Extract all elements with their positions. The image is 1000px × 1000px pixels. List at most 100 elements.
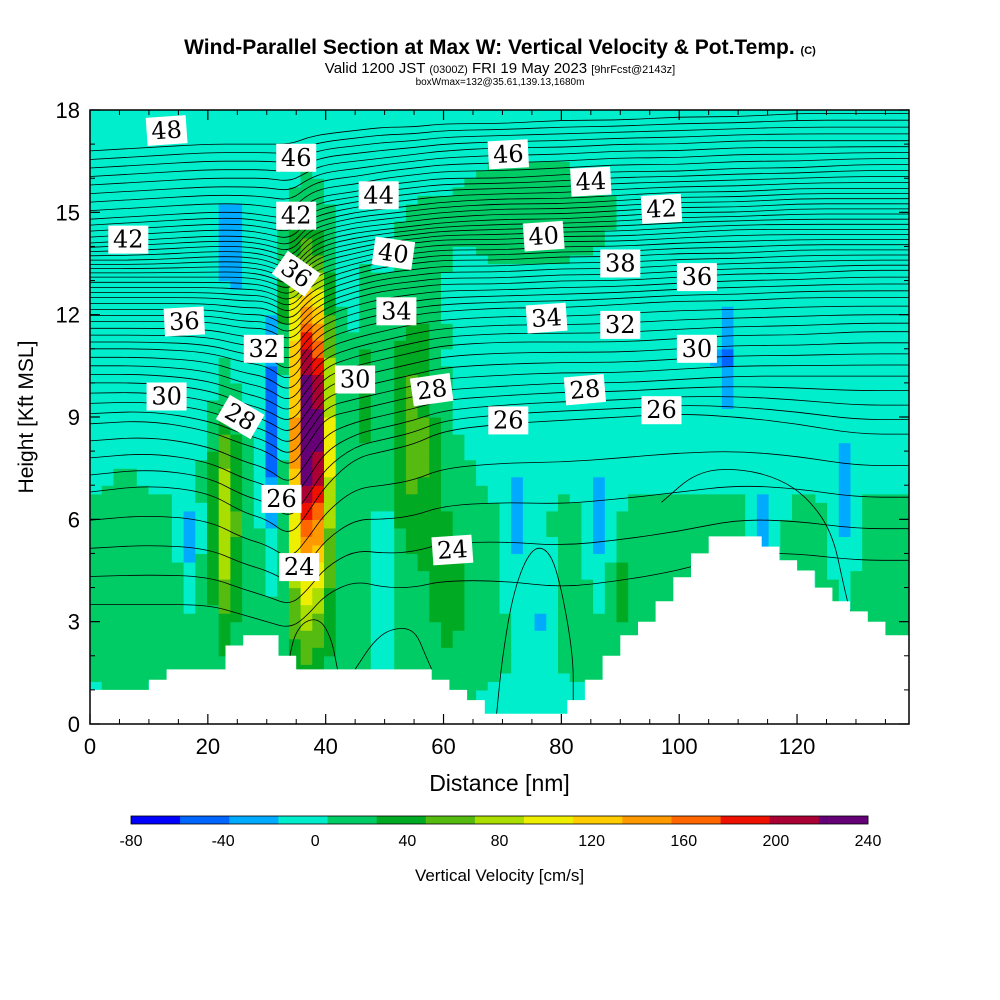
velocity-cell [546, 348, 559, 358]
velocity-cell [675, 502, 688, 512]
velocity-cell [522, 118, 536, 128]
velocity-cell [265, 544, 278, 555]
velocity-cell [370, 451, 384, 461]
velocity-cell [850, 246, 863, 256]
velocity-cell [405, 476, 419, 486]
velocity-cell [417, 493, 430, 503]
velocity-cell [171, 451, 185, 461]
velocity-cell [253, 263, 267, 273]
velocity-cell [125, 604, 138, 614]
velocity-cell [698, 519, 711, 529]
velocity-cell [639, 357, 653, 367]
velocity-cell [616, 442, 629, 452]
velocity-cell [803, 374, 816, 384]
velocity-cell [873, 604, 887, 614]
velocity-cell [347, 212, 360, 222]
velocity-cell [780, 331, 793, 341]
velocity-cell [558, 553, 571, 563]
velocity-cell [218, 459, 231, 469]
velocity-cell [639, 314, 653, 324]
velocity-cell [745, 451, 758, 461]
velocity-cell [347, 664, 360, 674]
velocity-cell [698, 178, 711, 188]
velocity-cell [195, 195, 208, 205]
velocity-cell [242, 553, 255, 563]
velocity-cell [675, 476, 688, 486]
velocity-cell [534, 638, 547, 648]
velocity-cell [324, 237, 337, 248]
velocity-cell [300, 621, 313, 631]
velocity-cell [604, 570, 618, 580]
velocity-cell [546, 110, 559, 120]
velocity-cell [370, 553, 384, 563]
velocity-cell [686, 459, 699, 469]
velocity-cell [195, 331, 208, 341]
velocity-cell [663, 476, 676, 486]
velocity-cell [101, 587, 114, 597]
velocity-cell [464, 254, 477, 265]
velocity-cell [511, 536, 524, 546]
velocity-cell [651, 169, 664, 179]
velocity-cell [195, 365, 208, 375]
velocity-cell [487, 186, 501, 196]
velocity-cell [464, 459, 477, 469]
velocity-cell [405, 212, 419, 222]
velocity-cell [546, 212, 559, 222]
velocity-cell [803, 135, 816, 145]
velocity-cell [733, 399, 746, 410]
velocity-cell [441, 655, 454, 665]
velocity-cell [136, 408, 150, 418]
velocity-cell [324, 527, 337, 537]
velocity-cell [90, 587, 103, 597]
velocity-cell [417, 144, 430, 154]
velocity-cell [862, 476, 875, 486]
velocity-cell [417, 468, 430, 478]
velocity-cell [324, 647, 337, 657]
velocity-cell [616, 604, 629, 614]
velocity-cell [218, 476, 231, 486]
velocity-cell [616, 502, 629, 512]
velocity-cell [171, 613, 185, 623]
velocity-cell [756, 459, 770, 469]
velocity-cell [663, 391, 676, 401]
velocity-cell [148, 510, 161, 520]
velocity-cell [417, 630, 430, 640]
velocity-cell [464, 135, 477, 145]
velocity-cell [148, 237, 161, 248]
velocity-cell [359, 417, 372, 427]
velocity-cell [768, 519, 781, 529]
velocity-cell [838, 118, 852, 128]
velocity-cell [183, 587, 196, 597]
velocity-cell [815, 502, 828, 512]
velocity-cell [686, 212, 699, 222]
velocity-cell [593, 203, 606, 213]
velocity-cell [359, 118, 372, 128]
velocity-cell [125, 306, 138, 316]
velocity-cell [312, 399, 325, 410]
velocity-cell [604, 476, 618, 486]
velocity-cell [628, 587, 641, 597]
velocity-cell [487, 178, 501, 188]
velocity-cell [230, 476, 243, 486]
velocity-cell [359, 527, 372, 537]
velocity-cell [581, 195, 594, 205]
velocity-cell [651, 502, 664, 512]
velocity-cell [511, 553, 524, 563]
velocity-cell [780, 314, 793, 324]
velocity-cell [90, 374, 103, 384]
velocity-cell [218, 579, 231, 589]
velocity-cell [312, 382, 325, 393]
velocity-cell [370, 289, 384, 299]
velocity-cell [885, 570, 898, 580]
velocity-cell [441, 263, 454, 273]
velocity-cell [441, 127, 454, 137]
velocity-cell [476, 263, 489, 273]
velocity-cell [382, 169, 395, 179]
velocity-cell [850, 135, 863, 145]
velocity-cell [710, 195, 723, 205]
velocity-cell [698, 220, 711, 230]
velocity-cell [792, 110, 805, 120]
velocity-cell [242, 570, 255, 580]
velocity-cell [616, 485, 629, 495]
velocity-cell [230, 510, 243, 520]
